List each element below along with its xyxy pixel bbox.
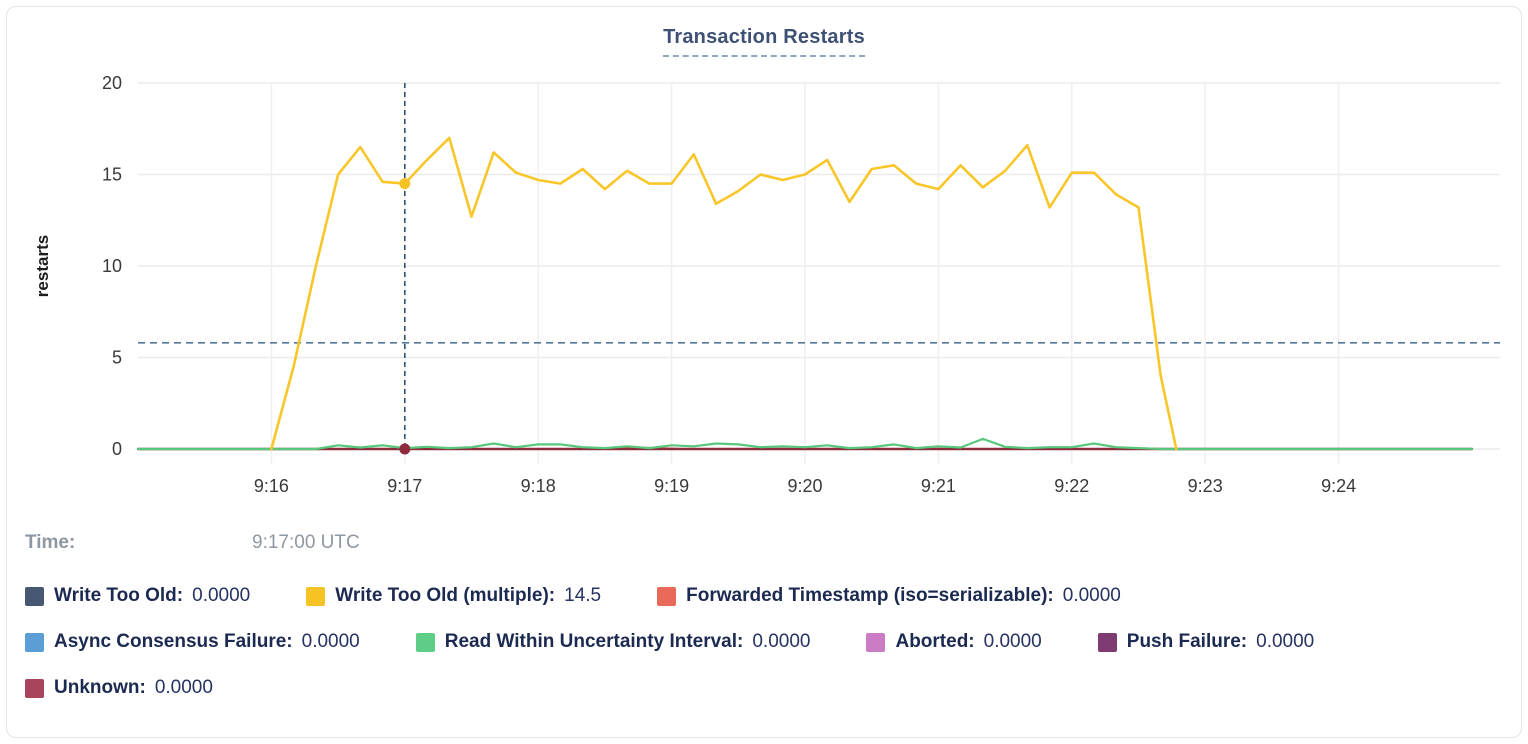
legend-item-value: 0.0000 [192, 585, 251, 606]
y-tick-label: 0 [112, 439, 122, 459]
series-line-read-within-uncertainty-interval [136, 437, 1474, 451]
legend-swatch-push-failure [1097, 632, 1117, 652]
legend-item-read-within-uncertainty-interval: Read Within Uncertainty Interval: 0.0000 [415, 631, 811, 653]
legend-item-forwarded-timestamp: Forwarded Timestamp (iso=serializable): 0… [657, 585, 1121, 607]
y-axis-label: restarts [33, 235, 52, 297]
legend-item-write-too-old: Write Too Old: 0.0000 [25, 585, 250, 607]
legend-item-label: Async Consensus Failure: [54, 631, 293, 652]
legend-item-label: Forwarded Timestamp (iso=serializable): [686, 585, 1054, 606]
x-tick-label: 9:17 [387, 476, 422, 496]
legend-item-value: 14.5 [564, 585, 602, 606]
legend-item-push-failure: Push Failure: 0.0000 [1097, 631, 1315, 653]
legend-row: Write Too Old: 0.0000 Write Too Old (multi… [25, 585, 1508, 607]
legend-item-value: 0.0000 [1062, 585, 1121, 606]
y-tick-label: 20 [102, 73, 122, 93]
y-tick-label: 15 [102, 165, 122, 185]
legend-item-label: Unknown: [54, 677, 146, 698]
legend-item-aborted: Aborted: 0.0000 [866, 631, 1042, 653]
legend-swatch-write-too-old [25, 586, 44, 606]
legend-swatch-write-too-old-multiple [306, 586, 326, 606]
time-value: 9:17:00 UTC [252, 532, 360, 553]
legend-swatch-async-consensus-failure [25, 632, 44, 652]
time-label: Time: [25, 532, 76, 553]
hover-time-row: Time: 9:17:00 UTC [25, 532, 1508, 554]
legend-item-value: 0.0000 [1256, 631, 1315, 652]
legend-item-label: Push Failure: [1126, 631, 1248, 652]
x-tick-label: 9:21 [921, 476, 956, 496]
legend-item-label: Write Too Old: [54, 585, 184, 606]
legend-swatch-read-within-uncertainty-interval [415, 632, 435, 652]
x-tick-label: 9:16 [254, 476, 289, 496]
legend-swatch-forwarded-timestamp [657, 586, 677, 606]
legend-swatch-unknown [25, 678, 44, 698]
legend-item-write-too-old-multiple: Write Too Old (multiple): 14.5 [306, 585, 601, 607]
legend-item-label: Read Within Uncertainty Interval: [444, 631, 744, 652]
x-tick-label: 9:19 [654, 476, 689, 496]
chart-header: Transaction Restarts [0, 26, 1528, 57]
legend-item-async-consensus-failure: Async Consensus Failure: 0.0000 [25, 631, 360, 653]
y-tick-label: 10 [102, 256, 122, 276]
x-tick-label: 9:23 [1188, 476, 1223, 496]
y-tick-label: 5 [112, 348, 122, 368]
hover-dot [399, 443, 411, 455]
legend-item-label: Aborted: [895, 631, 975, 652]
legend-swatch-aborted [866, 632, 886, 652]
legend-row: Unknown: 0.0000 [25, 677, 1508, 699]
legend-item-unknown: Unknown: 0.0000 [25, 677, 213, 699]
chart-legend-section: Time: 9:17:00 UTC Write Too Old: 0.0000 Wri… [25, 532, 1508, 723]
legend-row: Async Consensus Failure: 0.0000 Read Withi… [25, 631, 1508, 653]
legend-item-value: 0.0000 [154, 677, 213, 698]
legend: Write Too Old: 0.0000 Write Too Old (multi… [25, 585, 1508, 699]
legend-item-value: 0.0000 [983, 631, 1042, 652]
chart-canvas[interactable]: 0 5 10 15 20 9:16 9:17 9:18 9:19 9:20 9:21 9:22 9:23… [0, 0, 1528, 515]
legend-item-value: 0.0000 [301, 631, 360, 652]
legend-item-label: Write Too Old (multiple): [335, 585, 556, 606]
hover-dot [399, 178, 411, 190]
x-tick-label: 9:22 [1054, 476, 1089, 496]
x-tick-label: 9:20 [787, 476, 822, 496]
series-line-write-too-old-multiple- [270, 136, 1178, 451]
chart-card [6, 6, 1522, 738]
chart-title[interactable]: Transaction Restarts [663, 26, 865, 57]
legend-item-value: 0.0000 [752, 631, 811, 652]
x-tick-label: 9:24 [1321, 476, 1356, 496]
x-tick-label: 9:18 [521, 476, 556, 496]
